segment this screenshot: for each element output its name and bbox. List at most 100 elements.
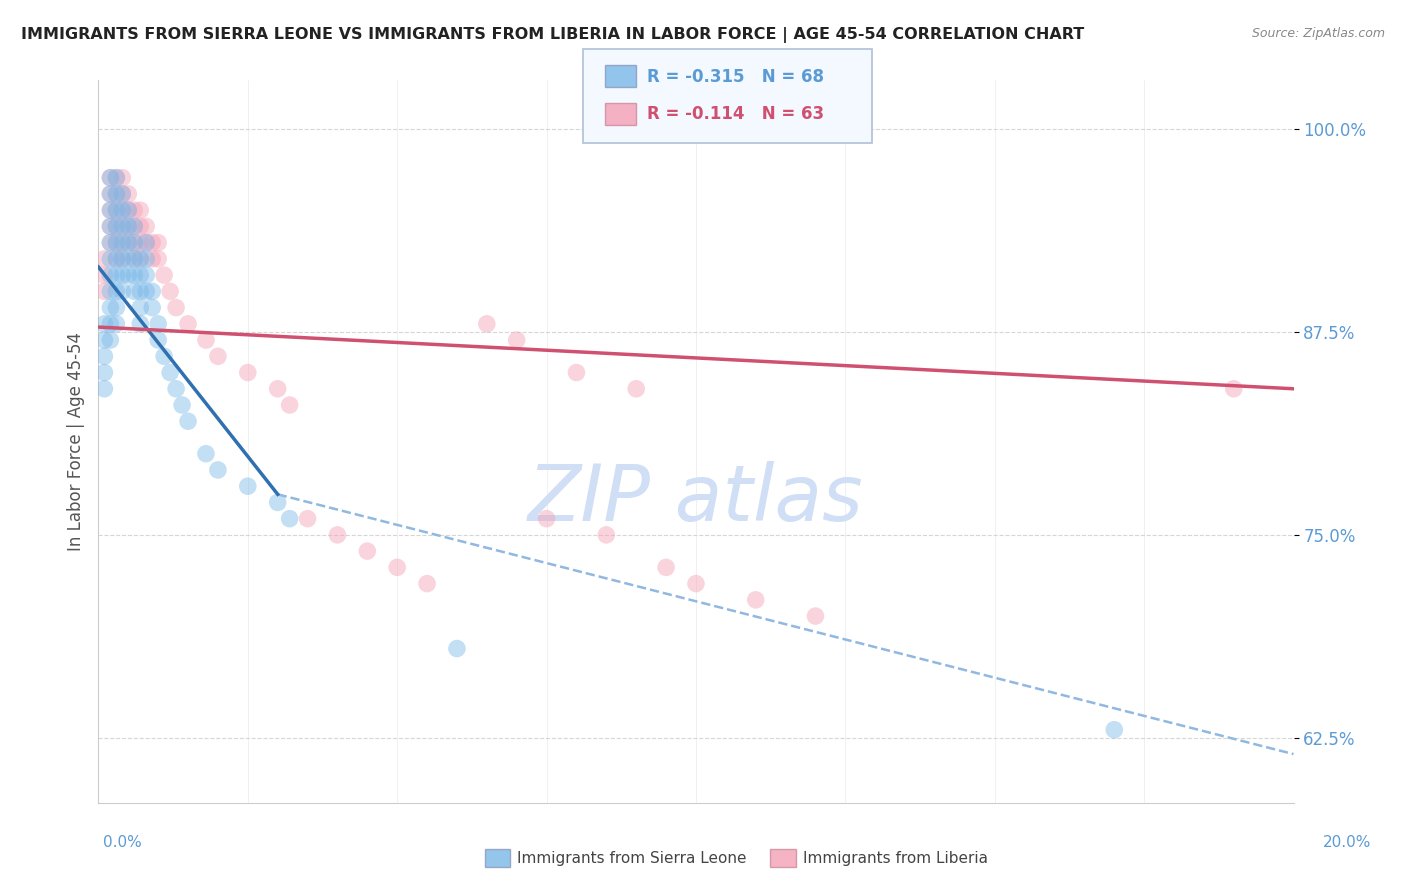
Point bbox=[135, 268, 157, 282]
Point bbox=[117, 203, 139, 218]
Point bbox=[105, 252, 128, 266]
Point bbox=[111, 170, 134, 185]
Text: Immigrants from Liberia: Immigrants from Liberia bbox=[803, 852, 988, 866]
Point bbox=[98, 170, 122, 185]
Point bbox=[98, 186, 122, 201]
Point bbox=[117, 219, 139, 234]
Text: 0.0%: 0.0% bbox=[103, 836, 142, 850]
Point bbox=[129, 285, 152, 299]
Point bbox=[124, 252, 146, 266]
Point bbox=[98, 285, 122, 299]
Point bbox=[356, 544, 378, 558]
Text: R = -0.114   N = 63: R = -0.114 N = 63 bbox=[647, 105, 824, 123]
Point bbox=[124, 252, 146, 266]
Point bbox=[159, 366, 181, 380]
Point bbox=[129, 219, 152, 234]
Point bbox=[536, 511, 558, 525]
Point bbox=[105, 285, 128, 299]
Point bbox=[124, 235, 146, 250]
Point bbox=[278, 398, 301, 412]
Point bbox=[124, 219, 146, 234]
Point bbox=[98, 268, 122, 282]
Point bbox=[506, 333, 529, 347]
Point bbox=[165, 301, 187, 315]
Point bbox=[105, 268, 128, 282]
Point bbox=[105, 186, 128, 201]
Y-axis label: In Labor Force | Age 45-54: In Labor Force | Age 45-54 bbox=[66, 332, 84, 551]
Point bbox=[124, 219, 146, 234]
Point bbox=[98, 186, 122, 201]
Point bbox=[804, 609, 827, 624]
Point bbox=[111, 268, 134, 282]
Point bbox=[446, 641, 468, 656]
Point bbox=[267, 382, 290, 396]
Point bbox=[117, 252, 139, 266]
Point bbox=[105, 170, 128, 185]
Point bbox=[267, 495, 290, 509]
Point bbox=[98, 333, 122, 347]
Point bbox=[626, 382, 648, 396]
Point bbox=[98, 301, 122, 315]
Point bbox=[105, 235, 128, 250]
Text: IMMIGRANTS FROM SIERRA LEONE VS IMMIGRANTS FROM LIBERIA IN LABOR FORCE | AGE 45-: IMMIGRANTS FROM SIERRA LEONE VS IMMIGRAN… bbox=[21, 27, 1084, 43]
Point bbox=[117, 186, 139, 201]
Point bbox=[326, 528, 349, 542]
Point bbox=[207, 463, 229, 477]
Point bbox=[98, 219, 122, 234]
Point bbox=[93, 349, 115, 363]
Point bbox=[98, 235, 122, 250]
Point bbox=[141, 235, 163, 250]
Point bbox=[135, 252, 157, 266]
Point bbox=[129, 252, 152, 266]
Point bbox=[148, 333, 170, 347]
Point bbox=[111, 285, 134, 299]
Point bbox=[1104, 723, 1126, 737]
Point bbox=[111, 186, 134, 201]
Point bbox=[98, 235, 122, 250]
Point bbox=[135, 285, 157, 299]
Point bbox=[98, 252, 122, 266]
Point bbox=[129, 203, 152, 218]
Text: 20.0%: 20.0% bbox=[1323, 836, 1371, 850]
Point bbox=[93, 252, 115, 266]
Point bbox=[135, 235, 157, 250]
Point bbox=[93, 317, 115, 331]
Point bbox=[135, 235, 157, 250]
Point bbox=[177, 414, 200, 428]
Point bbox=[105, 235, 128, 250]
Point bbox=[93, 268, 115, 282]
Point bbox=[117, 268, 139, 282]
Point bbox=[159, 285, 181, 299]
Text: Immigrants from Sierra Leone: Immigrants from Sierra Leone bbox=[517, 852, 747, 866]
Text: R = -0.315   N = 68: R = -0.315 N = 68 bbox=[647, 68, 824, 86]
Point bbox=[98, 203, 122, 218]
Point bbox=[124, 268, 146, 282]
Point bbox=[416, 576, 439, 591]
Text: Source: ZipAtlas.com: Source: ZipAtlas.com bbox=[1251, 27, 1385, 40]
Point bbox=[153, 268, 176, 282]
Point bbox=[93, 382, 115, 396]
Point bbox=[129, 268, 152, 282]
Point bbox=[165, 382, 187, 396]
Text: ZIP atlas: ZIP atlas bbox=[529, 461, 863, 537]
Point bbox=[148, 235, 170, 250]
Point bbox=[745, 592, 768, 607]
Point bbox=[124, 285, 146, 299]
Point bbox=[129, 317, 152, 331]
Point bbox=[98, 170, 122, 185]
Point bbox=[111, 203, 134, 218]
Point bbox=[93, 333, 115, 347]
Point bbox=[595, 528, 617, 542]
Point bbox=[117, 219, 139, 234]
Point bbox=[297, 511, 319, 525]
Point bbox=[111, 235, 134, 250]
Point bbox=[1223, 382, 1246, 396]
Point bbox=[111, 235, 134, 250]
Point bbox=[475, 317, 498, 331]
Point bbox=[148, 252, 170, 266]
Point bbox=[105, 203, 128, 218]
Point bbox=[153, 349, 176, 363]
Point bbox=[105, 301, 128, 315]
Point bbox=[385, 560, 409, 574]
Point bbox=[105, 170, 128, 185]
